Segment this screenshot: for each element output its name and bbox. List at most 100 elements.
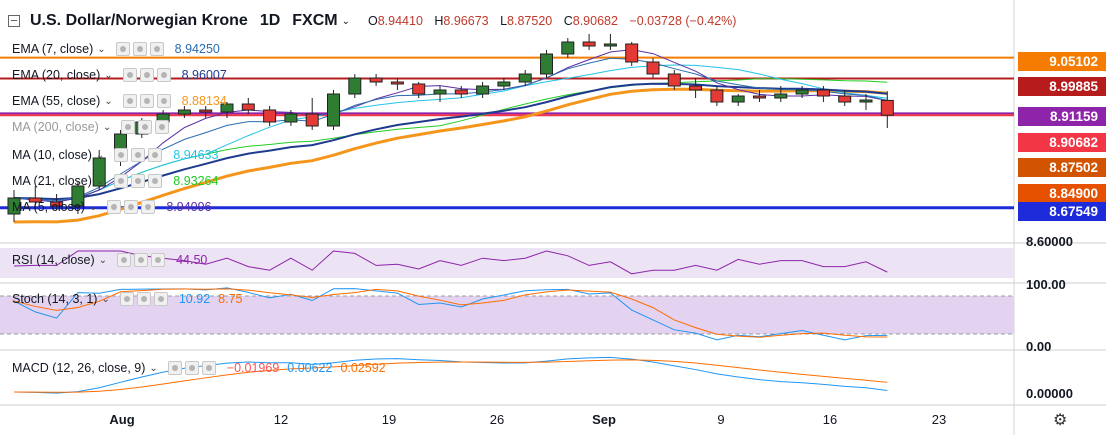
eye-icon[interactable]	[114, 148, 129, 162]
eye-icon[interactable]	[107, 200, 122, 214]
chevron-down-icon[interactable]: ⌄	[341, 15, 350, 27]
study-ma5[interactable]: MA (5, close) ⌄ 8.94096	[12, 200, 212, 214]
gear-icon[interactable]	[131, 174, 146, 188]
close-icon[interactable]	[153, 292, 168, 306]
chevron-down-icon[interactable]: ⌄	[95, 175, 105, 187]
rsi-band	[0, 248, 1014, 278]
candle-body	[284, 113, 298, 123]
candle-body	[518, 73, 532, 83]
candle-body	[880, 99, 894, 116]
price-badge: 8.91159	[1018, 107, 1106, 126]
gear-icon[interactable]	[136, 292, 151, 306]
chevron-down-icon[interactable]: ⌄	[149, 362, 158, 374]
candle-body	[497, 81, 511, 87]
price-badge: 8.84900	[1018, 184, 1106, 203]
gear-icon[interactable]	[134, 253, 149, 267]
candle-body	[646, 61, 660, 75]
close-icon[interactable]	[155, 120, 170, 134]
chevron-down-icon[interactable]: ⌄	[88, 201, 98, 213]
stoch-axis-bottom-label: 0.00	[1026, 339, 1052, 354]
candle-body	[220, 103, 234, 113]
gear-icon[interactable]	[139, 68, 154, 82]
x-label-aug: Aug	[109, 412, 135, 427]
settings-gear-icon[interactable]: ⚙	[1053, 412, 1068, 429]
eye-icon[interactable]	[119, 292, 134, 306]
chevron-down-icon[interactable]: ⌄	[101, 293, 110, 305]
candle-body	[774, 93, 788, 99]
eye-off-icon[interactable]	[121, 120, 136, 134]
candle-body	[92, 157, 106, 187]
close-icon[interactable]	[141, 200, 156, 214]
candle-body	[241, 103, 255, 111]
gear-icon[interactable]	[138, 120, 153, 134]
study-macd[interactable]: MACD (12, 26, close, 9) ⌄ −0.01969 0.0062…	[12, 361, 386, 375]
gear-icon[interactable]	[132, 42, 147, 56]
chevron-down-icon[interactable]: ⌄	[98, 254, 108, 266]
candle-body	[795, 89, 809, 95]
study-ema55[interactable]: EMA (55, close) ⌄ 8.88134	[12, 94, 227, 108]
close-icon[interactable]	[149, 42, 164, 56]
close-icon[interactable]	[148, 174, 163, 188]
eye-icon[interactable]	[115, 42, 130, 56]
chevron-down-icon[interactable]: ⌄	[97, 43, 106, 55]
candle-body	[561, 41, 575, 55]
candle-body	[476, 85, 490, 95]
candle-body	[710, 89, 724, 103]
study-rsi[interactable]: RSI (14, close) ⌄ 44.50	[12, 253, 208, 267]
close-icon[interactable]	[148, 148, 163, 162]
chevron-down-icon[interactable]: ⌄	[104, 69, 113, 81]
eye-icon[interactable]	[167, 361, 182, 375]
chevron-down-icon[interactable]: ⌄	[95, 149, 105, 161]
gear-icon[interactable]	[184, 361, 199, 375]
candle-body	[667, 73, 681, 87]
gear-icon[interactable]	[139, 94, 154, 108]
stoch-band	[0, 296, 1014, 334]
study-ma200[interactable]: MA (200, close) ⌄	[12, 118, 172, 136]
x-label-23: 23	[931, 412, 947, 427]
x-label-26: 26	[489, 412, 505, 427]
chevron-down-icon[interactable]: ⌄	[104, 95, 113, 107]
candle-body	[625, 43, 639, 63]
gear-icon[interactable]	[131, 148, 146, 162]
candle-body	[689, 85, 703, 91]
close-icon[interactable]	[156, 68, 171, 82]
candle-body	[199, 109, 213, 113]
x-label-sep: Sep	[592, 412, 616, 427]
eye-icon[interactable]	[114, 174, 129, 188]
candle-body	[177, 109, 191, 115]
candle-body	[540, 53, 553, 75]
price-axis-bottom-label: 8.60000	[1026, 234, 1073, 249]
collapse-icon[interactable]	[8, 15, 20, 27]
eye-icon[interactable]	[117, 253, 132, 267]
price-badge: 8.99885	[1018, 77, 1106, 96]
eye-icon[interactable]	[122, 68, 137, 82]
symbol-title[interactable]: U.S. Dollar/Norwegian Krone	[30, 12, 248, 29]
close-icon[interactable]	[201, 361, 216, 375]
close-icon[interactable]	[151, 253, 166, 267]
study-ma21[interactable]: MA (21, close) ⌄ 8.93264	[12, 174, 219, 188]
study-ema7[interactable]: EMA (7, close) ⌄ 8.94250	[12, 42, 220, 56]
candle-body	[71, 185, 85, 207]
x-label-9: 9	[717, 412, 725, 427]
stoch-d-line	[13, 288, 888, 338]
timeframe-label[interactable]: 1D	[259, 12, 281, 29]
candle-body	[327, 93, 340, 127]
source-label[interactable]: FXCM	[292, 12, 338, 29]
candle-body	[753, 95, 766, 99]
gear-icon[interactable]	[124, 200, 139, 214]
study-ma10[interactable]: MA (10, close) ⌄ 8.94633	[12, 148, 219, 162]
eye-icon[interactable]	[122, 94, 137, 108]
chevron-down-icon[interactable]: ⌄	[102, 121, 112, 133]
price-badge: 9.05102	[1018, 52, 1106, 71]
close-icon[interactable]	[156, 94, 171, 108]
candle-body	[50, 201, 64, 207]
candle-body	[582, 41, 596, 47]
macd-line	[13, 356, 888, 394]
price-badge: 8.87502	[1018, 158, 1106, 177]
x-label-12: 12	[273, 412, 289, 427]
study-stoch[interactable]: Stoch (14, 3, 1) ⌄ 10.92 8.75	[12, 292, 243, 306]
price-badge: 8.67549	[1018, 202, 1106, 221]
study-ema20[interactable]: EMA (20, close) ⌄ 8.96007	[12, 68, 227, 82]
